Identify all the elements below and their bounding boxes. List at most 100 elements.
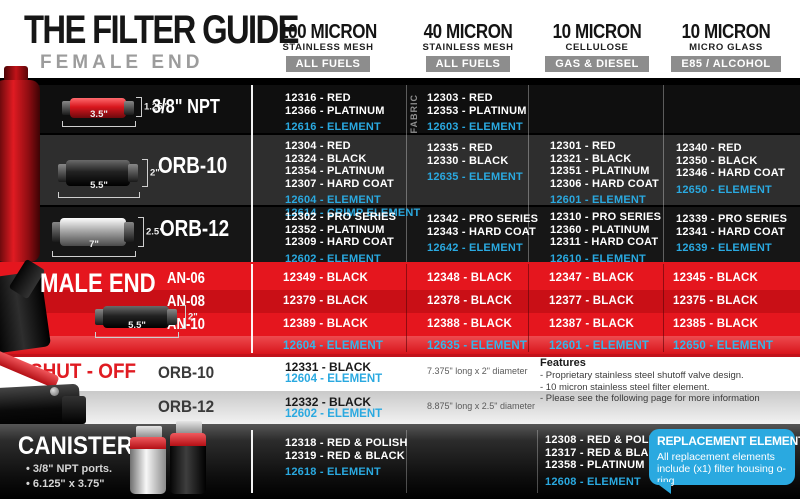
element-number: 12618 - ELEMENT <box>285 466 381 478</box>
part-number: 12389 - BLACK <box>283 318 369 330</box>
part-number: 12311 - HARD COAT <box>550 236 659 248</box>
element-list: 12635 - ELEMENT <box>427 171 523 184</box>
filter-end <box>124 222 134 242</box>
filter-body <box>103 306 169 328</box>
part-number: 12379 - BLACK <box>283 295 369 307</box>
row-label-orb12: ORB-12 <box>158 397 215 416</box>
part-list: 12308 - RED & POLISH 12317 - RED & BLACK 1… <box>545 434 668 472</box>
part-number: 12342 - PRO SERIES <box>427 213 539 225</box>
part-list: 12302 - PRO SERIES 12352 - PLATINUM 12309 … <box>285 211 396 249</box>
orb12-filter-photo <box>52 218 134 246</box>
table-cell: 12302 - PRO SERIES 12352 - PLATINUM 12309 … <box>285 211 396 265</box>
element-number: 12639 - ELEMENT <box>676 242 772 254</box>
height-dimension-line: 1.25" <box>136 97 167 117</box>
part-list: 12335 - RED 12330 - BLACK <box>427 142 523 167</box>
fuel-badge: ALL FUELS <box>425 56 511 72</box>
height-dimension-label: 2" <box>188 311 198 323</box>
column-divider <box>537 430 538 493</box>
element-number: 12635 - ELEMENT <box>427 340 528 352</box>
row-label-orb10: ORB-10 <box>158 363 215 382</box>
part-number: 12378 - BLACK <box>427 295 513 307</box>
row-label-an08: AN-08 <box>167 293 205 310</box>
part-list: 12304 - RED 12324 - BLACK 12354 - PLATINUM… <box>285 140 420 190</box>
part-list: 12340 - RED 12350 - BLACK 12346 - HARD COA… <box>676 142 785 180</box>
part-number: 12343 - HARD COAT <box>427 225 536 238</box>
npt-filter-photo <box>62 98 134 118</box>
element-list: 12603 - ELEMENT <box>427 121 527 134</box>
part-number: 12346 - HARD COAT <box>676 167 785 179</box>
part-number: 12353 - PLATINUM <box>427 104 527 117</box>
element-number: 12602 - ELEMENT <box>285 408 383 420</box>
male-element-band <box>0 336 800 354</box>
filter-body <box>66 160 130 186</box>
filter-end <box>58 163 68 183</box>
length-dimension-label: 5.5" <box>90 180 108 191</box>
label-column-divider <box>251 264 253 353</box>
column-header-100-micron: 100 MICRON STAINLESS MESH ALL FUELS <box>253 22 403 72</box>
part-number: 12324 - BLACK <box>285 152 367 165</box>
male-row-an10-band <box>0 313 800 336</box>
filter-end <box>95 309 105 325</box>
features-heading: Features <box>540 357 586 369</box>
filter-end <box>124 101 134 115</box>
filter-end <box>128 163 138 183</box>
label-column-divider <box>251 85 253 262</box>
element-list: 12608 - ELEMENT <box>545 476 668 489</box>
filter-end <box>52 222 62 242</box>
part-number: 12302 - PRO SERIES <box>285 211 397 223</box>
part-number: 12352 - PLATINUM <box>285 223 385 236</box>
section-divider-red <box>0 354 800 357</box>
part-number: 12330 - BLACK <box>427 154 509 167</box>
part-number: 12307 - HARD COAT <box>285 177 394 190</box>
part-number: 12348 - BLACK <box>427 272 513 284</box>
part-number: 12317 - RED & BLACK <box>545 446 665 459</box>
element-list: 12602 - ELEMENT <box>285 253 396 266</box>
table-cell: 12339 - PRO SERIES 12341 - HARD COAT 1263… <box>676 213 787 255</box>
column-divider <box>528 264 529 352</box>
element-number: 12601 - ELEMENT <box>550 194 646 206</box>
column-divider <box>528 85 529 262</box>
length-dimension-line: 5.5" <box>58 180 140 198</box>
feature-item: - Proprietary stainless steel shutoff va… <box>540 370 744 381</box>
table-cell: 12316 - RED 12366 - PLATINUM 12616 - ELEM… <box>285 92 385 134</box>
fabric-tag: FABRIC <box>409 94 419 134</box>
part-list: 12301 - RED 12321 - BLACK 12351 - PLATINUM… <box>550 140 659 190</box>
part-list: 12316 - RED 12366 - PLATINUM <box>285 92 385 117</box>
part-number: 12351 - PLATINUM <box>550 165 650 177</box>
canister-bullet: • 3/8" NPT ports. <box>26 463 113 475</box>
table-cell: 12310 - PRO SERIES 12360 - PLATINUM 12311 … <box>550 211 661 265</box>
height-dimension-line: 2" <box>142 159 160 187</box>
element-number: 12603 - ELEMENT <box>427 121 523 133</box>
length-dimension-label: 5.5" <box>128 320 146 331</box>
column-media: STAINLESS MESH <box>422 42 514 53</box>
column-header-40-micron: 40 MICRON STAINLESS MESH ALL FUELS <box>393 22 543 72</box>
red-filter-bottle-photo <box>0 80 40 262</box>
element-number: 12604 - ELEMENT <box>285 373 383 385</box>
table-cell: 12308 - RED & POLISH 12317 - RED & BLACK 1… <box>545 434 668 488</box>
section-label-female-end: FEMALE END <box>40 52 204 73</box>
features-list: - Proprietary stainless steel shutoff va… <box>540 370 760 405</box>
part-number: 12358 - PLATINUM <box>545 459 645 471</box>
part-number: 12360 - PLATINUM <box>550 223 650 236</box>
column-divider <box>406 264 407 352</box>
part-number: 12341 - HARD COAT <box>676 225 785 238</box>
row-label-an06: AN-06 <box>167 270 205 287</box>
part-number: 12319 - RED & BLACK <box>285 449 405 462</box>
orb10-filter-photo <box>58 160 138 186</box>
element-list: 12642 - ELEMENT <box>427 242 538 255</box>
part-number: 12306 - HARD COAT <box>550 177 659 190</box>
male-end-section <box>0 262 800 290</box>
part-list: 12310 - PRO SERIES 12360 - PLATINUM 12311 … <box>550 211 661 249</box>
length-dimension-label: 7" <box>89 239 99 250</box>
table-cell: 12340 - RED 12350 - BLACK 12346 - HARD COA… <box>676 142 785 196</box>
part-list: 12339 - PRO SERIES 12341 - HARD COAT <box>676 213 787 238</box>
column-media: STAINLESS MESH <box>282 42 374 53</box>
part-number: 12350 - BLACK <box>676 154 758 167</box>
part-number: 12332 - BLACK <box>285 395 372 409</box>
canister-bracket-photo <box>176 421 202 434</box>
height-dimension-line: 2.5" <box>138 217 164 247</box>
column-divider <box>406 430 407 493</box>
column-header-10-micron-cellulose: 10 MICRON CELLULOSE GAS & DIESEL <box>522 22 672 72</box>
part-number: 12349 - BLACK <box>283 272 369 284</box>
